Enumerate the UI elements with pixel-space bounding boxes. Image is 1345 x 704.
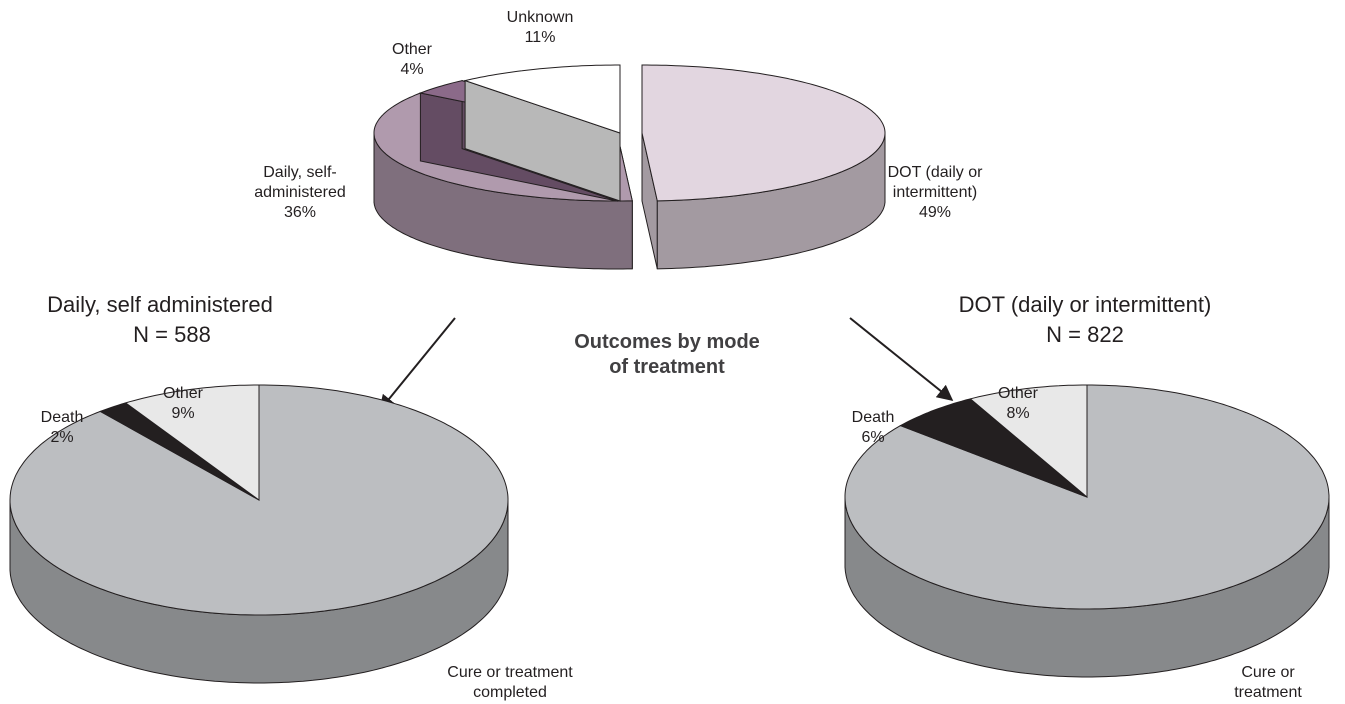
arrow bbox=[378, 317, 456, 412]
slice-label: Death bbox=[40, 409, 84, 426]
pie-slice bbox=[641, 64, 886, 270]
slice-top bbox=[124, 384, 260, 501]
pie bbox=[373, 64, 886, 270]
slice-label: Cure or treatment completed bbox=[447, 664, 573, 701]
slice-label: Other bbox=[997, 385, 1039, 402]
slice-value-label: 9% bbox=[171, 405, 195, 422]
slice-label: DOT (daily or intermittent) bbox=[887, 164, 983, 201]
slice-label: Other bbox=[391, 41, 433, 58]
slice-value-label: 49% bbox=[918, 204, 952, 221]
pie-slice bbox=[463, 64, 621, 202]
pie-slice bbox=[899, 398, 1088, 498]
pie-slice bbox=[124, 384, 260, 501]
pie bbox=[844, 384, 1330, 678]
slice-label: Other bbox=[162, 385, 204, 402]
pie-title: DOT (daily or intermittent) bbox=[958, 292, 1212, 317]
annotation: Outcomes by mode of treatment bbox=[574, 331, 760, 378]
pie-subtitle: N = 822 bbox=[1046, 322, 1124, 347]
pie bbox=[9, 384, 509, 684]
slice-label: Daily, self- administered bbox=[254, 164, 346, 201]
pie-title: Daily, self administered bbox=[47, 292, 273, 317]
slice-label: Death bbox=[851, 409, 895, 426]
slice-top bbox=[641, 64, 886, 202]
pie-subtitle: N = 588 bbox=[133, 322, 211, 347]
slice-top bbox=[899, 398, 1088, 498]
slice-value-label: 2% bbox=[50, 429, 74, 446]
slice-value-label: 6% bbox=[861, 429, 885, 446]
slice-label: Cure or treatment completed bbox=[1234, 664, 1302, 701]
slice-value-label: 8% bbox=[1006, 405, 1030, 422]
slice-top bbox=[969, 384, 1088, 499]
slice-top bbox=[463, 64, 621, 134]
slice-value-label: 11% bbox=[524, 29, 556, 46]
pie-slice bbox=[969, 384, 1088, 499]
slice-value-label: 36% bbox=[283, 204, 317, 221]
slice-value-label: 4% bbox=[400, 61, 424, 78]
arrow bbox=[849, 317, 954, 402]
pie-slice bbox=[99, 402, 260, 501]
slice-top bbox=[99, 402, 260, 501]
slice-label: Unknown bbox=[506, 9, 574, 26]
